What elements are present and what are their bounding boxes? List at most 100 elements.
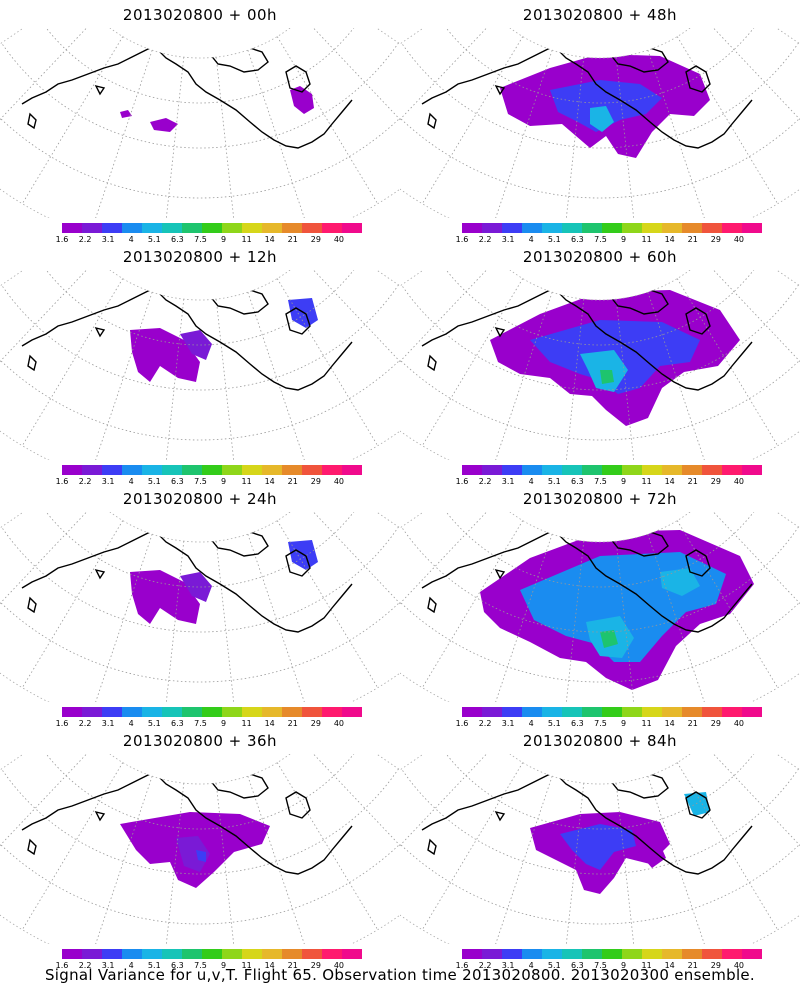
color-scale-labels: 1.6 2.2 3.1 4 5.1 6.3 7.5 9 11 14 21 29 40 — [456, 719, 762, 729]
color-scale-tick-label: 21 — [287, 719, 298, 728]
color-scale-swatch — [662, 707, 682, 717]
variance-contour — [176, 836, 210, 872]
color-scale-swatch — [302, 223, 322, 233]
color-scale-tick-label: 29 — [310, 961, 321, 970]
color-scale-labels: 1.6 2.2 3.1 4 5.1 6.3 7.5 9 11 14 21 29 40 — [456, 477, 762, 487]
color-scale-tick-label: 4 — [128, 477, 134, 486]
color-scale-swatch — [602, 949, 622, 959]
color-scale-tick-label: 2.2 — [478, 961, 492, 970]
color-scale-tick-label: 11 — [641, 719, 652, 728]
color-scale-tick-label: 9 — [620, 477, 627, 486]
forecast-panel: 2013020800 + 24h 1.6 2.2 3.1 4 5.1 6.3 7.5 9 11 14… — [0, 484, 400, 728]
variance-contour — [638, 844, 666, 868]
color-scale-swatch — [562, 707, 582, 717]
color-scale-tick-label: 21 — [687, 477, 698, 486]
color-scale-tick-label: 14 — [264, 477, 275, 486]
color-scale-labels: 1.6 2.2 3.1 4 5.1 6.3 7.5 9 11 14 21 29 40 — [56, 719, 362, 729]
color-scale-swatch — [242, 949, 262, 959]
color-scale-swatch — [662, 949, 682, 959]
color-scale-tick-label: 29 — [310, 477, 321, 486]
color-scale-labels: 1.6 2.2 3.1 4 5.1 6.3 7.5 9 11 14 21 29 40 — [456, 235, 762, 245]
color-scale-tick-label: 40 — [333, 719, 345, 728]
variance-contour — [180, 330, 212, 360]
color-scale-tick-label: 11 — [241, 235, 252, 244]
color-scale-swatch — [242, 707, 262, 717]
color-scale-tick-label: 11 — [641, 235, 652, 244]
figure-caption: Signal Variance for u,v,T. Flight 65. Ob… — [44, 966, 756, 984]
color-scale-swatch — [102, 949, 122, 959]
color-scale-tick-label: 9 — [220, 719, 227, 728]
color-scale-tick-label: 1.6 — [455, 477, 469, 486]
color-scale-swatch — [502, 707, 522, 717]
color-scale-tick-label: 6.3 — [571, 477, 584, 486]
variance-contour — [290, 86, 314, 114]
color-scale-tick-label: 1.6 — [55, 235, 69, 244]
color-scale-swatch — [62, 949, 82, 959]
color-scale-swatch — [582, 465, 602, 475]
color-scale-swatch — [322, 949, 342, 959]
color-scale-swatch — [702, 465, 722, 475]
color-scale-tick-label: 29 — [710, 719, 721, 728]
color-scale-swatch — [322, 707, 342, 717]
color-scale-tick-label: 9 — [220, 477, 227, 486]
color-scale-swatch — [602, 223, 622, 233]
color-scale-swatch — [642, 465, 662, 475]
color-scale-tick-label: 7.5 — [594, 719, 607, 728]
color-scale-bar — [462, 949, 762, 959]
color-scale-tick-label: 7.5 — [194, 961, 207, 970]
color-scale-tick-label: 21 — [687, 235, 698, 244]
color-scale-swatch — [322, 223, 342, 233]
color-scale-tick-label: 6.3 — [571, 719, 584, 728]
coastline — [21, 767, 353, 875]
color-scale-tick-label: 29 — [710, 477, 721, 486]
forecast-panel: 2013020800 + 84h 1.6 2.2 3.1 4 5.1 6.3 7.5 9 11 14… — [400, 726, 800, 970]
color-scale-swatch — [62, 465, 82, 475]
color-scale-swatch — [342, 223, 362, 233]
color-scale-swatch — [642, 707, 662, 717]
color-scale-swatch — [222, 223, 242, 233]
color-scale-swatch — [302, 465, 322, 475]
color-scale-swatch — [62, 707, 82, 717]
color-scale-tick-label: 2.2 — [478, 719, 492, 728]
color-scale-swatch — [82, 949, 102, 959]
forecast-panel: 2013020800 + 36h 1.6 2.2 3.1 4 5.1 6.3 7.5 9 11 14… — [0, 726, 400, 970]
forecast-panel: 2013020800 + 48h 1.6 2.2 3.1 4 5.1 6.3 7.5 9 11 14… — [400, 0, 800, 244]
color-scale-tick-label: 3.1 — [501, 477, 515, 486]
color-scale-swatch — [162, 949, 182, 959]
color-scale-swatch — [122, 223, 142, 233]
color-scale-tick-label: 2.2 — [478, 235, 492, 244]
color-scale-tick-label: 40 — [733, 477, 745, 486]
forecast-panel: 2013020800 + 72h 1.6 2.2 3.1 4 5.1 6.3 7.5 9 11 14… — [400, 484, 800, 728]
color-scale-tick-label: 1.6 — [55, 719, 69, 728]
color-scale-swatch — [542, 707, 562, 717]
color-scale-tick-label: 9 — [620, 719, 627, 728]
forecast-panel: 2013020800 + 60h 1.6 2.2 3.1 4 5.1 6.3 7.5 9 11 14… — [400, 242, 800, 486]
color-scale-tick-label: 4 — [128, 961, 134, 970]
color-scale-tick-label: 9 — [220, 235, 227, 244]
color-scale-tick-label: 7.5 — [194, 235, 207, 244]
color-scale-swatch — [642, 949, 662, 959]
color-scale-bar — [62, 223, 362, 233]
variance-contour — [560, 824, 636, 870]
color-scale-tick-label: 4 — [528, 477, 534, 486]
color-scale-swatch — [702, 707, 722, 717]
color-scale-labels: 1.6 2.2 3.1 4 5.1 6.3 7.5 9 11 14 21 29 40 — [56, 961, 362, 971]
color-scale-swatch — [482, 223, 502, 233]
variance-map — [0, 754, 400, 944]
variance-map — [400, 28, 800, 218]
panel-title: 2013020800 + 12h — [122, 248, 278, 266]
color-scale-tick-label: 14 — [264, 235, 275, 244]
color-scale-swatch — [182, 223, 202, 233]
color-scale-swatch — [522, 707, 542, 717]
color-scale-swatch — [142, 949, 162, 959]
color-scale-tick-label: 2.2 — [78, 477, 92, 486]
color-scale-swatch — [562, 465, 582, 475]
color-scale-tick-label: 14 — [664, 719, 675, 728]
color-scale-swatch — [62, 223, 82, 233]
color-scale-tick-label: 14 — [264, 719, 275, 728]
color-scale-swatch — [502, 465, 522, 475]
color-scale-swatch — [342, 707, 362, 717]
color-scale-tick-label: 29 — [710, 961, 721, 970]
panel-title: 2013020800 + 36h — [122, 732, 278, 750]
color-scale-swatch — [682, 223, 702, 233]
